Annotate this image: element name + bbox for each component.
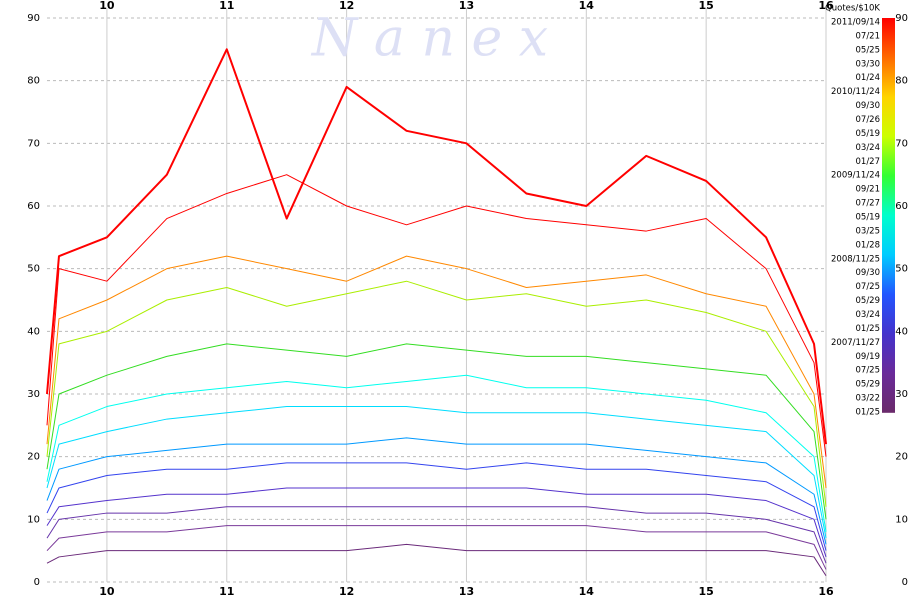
y2-tick-label: 20 (895, 452, 908, 463)
y-tick-label: 50 (27, 264, 40, 275)
date-label: 09/30 (856, 101, 881, 111)
y2-tick-label: 60 (895, 201, 908, 212)
x-tick-label: 12 (339, 585, 354, 598)
date-label: 07/27 (856, 199, 881, 209)
date-label: 05/25 (856, 45, 881, 55)
date-label: 2008/11/25 (831, 254, 880, 264)
x-top-tick-label: 14 (579, 0, 595, 12)
date-label: 05/29 (856, 380, 881, 390)
y2-tick-label: 30 (895, 389, 908, 400)
x-top-tick-label: 13 (459, 0, 474, 12)
labels: 0 0 10 10 20 20 30 30 40 40 50 50 60 60 70 70 80 80 90 90 10… (27, 0, 908, 598)
y2-tick-label: 80 (895, 76, 908, 87)
y-tick-label: 10 (27, 514, 40, 525)
series-line (46, 255, 827, 489)
series-line (46, 48, 827, 445)
date-label: 01/25 (856, 324, 881, 334)
x-top-tick-label: 15 (698, 0, 713, 12)
date-label: 03/30 (856, 59, 881, 69)
y-tick-label: 60 (27, 201, 40, 212)
y-tick-label: 30 (27, 389, 40, 400)
series-line (46, 525, 827, 570)
date-label: 05/19 (856, 213, 881, 223)
x-tick-label: 11 (219, 585, 234, 598)
y-tick-label: 20 (27, 452, 40, 463)
watermark: N a n e x (310, 9, 548, 69)
series-line (46, 406, 827, 539)
date-label: 05/19 (856, 129, 881, 139)
date-label: 09/21 (856, 185, 881, 195)
date-label: 2009/11/24 (831, 171, 880, 181)
series-line (46, 174, 827, 457)
date-label: 03/25 (856, 226, 881, 236)
date-label: 03/24 (856, 310, 881, 320)
date-label: 05/29 (856, 296, 881, 306)
series-line (46, 487, 827, 558)
series-line (46, 462, 827, 551)
x-top-tick-label: 10 (99, 0, 115, 12)
series-line (46, 280, 827, 507)
x-top-tick-label: 16 (818, 0, 834, 12)
series-line (46, 374, 827, 532)
y2-tick-label: 70 (895, 138, 908, 149)
date-label: 09/19 (856, 352, 881, 362)
x-top-tick-label: 12 (339, 0, 354, 12)
y-tick-label: 40 (27, 326, 40, 337)
y-tick-label: 80 (27, 76, 40, 87)
series-line (46, 437, 827, 545)
date-label: 03/24 (856, 143, 881, 153)
lines (46, 48, 827, 577)
y2-tick-label: 10 (895, 514, 908, 525)
date-label: 07/21 (856, 31, 881, 41)
grid (47, 8, 827, 583)
date-label: 2010/11/24 (831, 87, 880, 97)
date-label: 2011/09/14 (831, 18, 880, 28)
x-tick-label: 16 (818, 585, 834, 598)
y-tick-label: 70 (27, 138, 40, 149)
colorbar (882, 18, 895, 413)
x-tick-label: 13 (459, 585, 474, 598)
y-tick-label: 0 (34, 577, 40, 588)
date-label: 01/27 (856, 157, 881, 167)
x-tick-label: 14 (579, 585, 595, 598)
series-line (46, 543, 827, 577)
colorbar-title: Quotes/$10K (825, 4, 880, 14)
y2-tick-label: 90 (895, 13, 908, 24)
date-label: 2007/11/27 (831, 338, 880, 348)
y-tick-label: 90 (27, 13, 40, 24)
date-label: 01/28 (856, 240, 881, 250)
y2-tick-label: 50 (895, 264, 908, 275)
y2-tick-label: 40 (895, 326, 908, 337)
date-label: 07/25 (856, 282, 881, 292)
series-line (46, 343, 827, 520)
date-label: 01/24 (856, 73, 881, 83)
x-tick-label: 10 (99, 585, 115, 598)
y2-tick-label: 0 (902, 577, 908, 588)
x-tick-label: 15 (698, 585, 713, 598)
date-label: 01/25 (856, 408, 881, 418)
date-label: 09/30 (856, 268, 881, 278)
series-line (46, 506, 827, 564)
date-label: 07/25 (856, 366, 881, 376)
date-label: 07/26 (856, 115, 881, 125)
date-label: 03/22 (856, 394, 881, 404)
x-top-tick-label: 11 (219, 0, 234, 12)
